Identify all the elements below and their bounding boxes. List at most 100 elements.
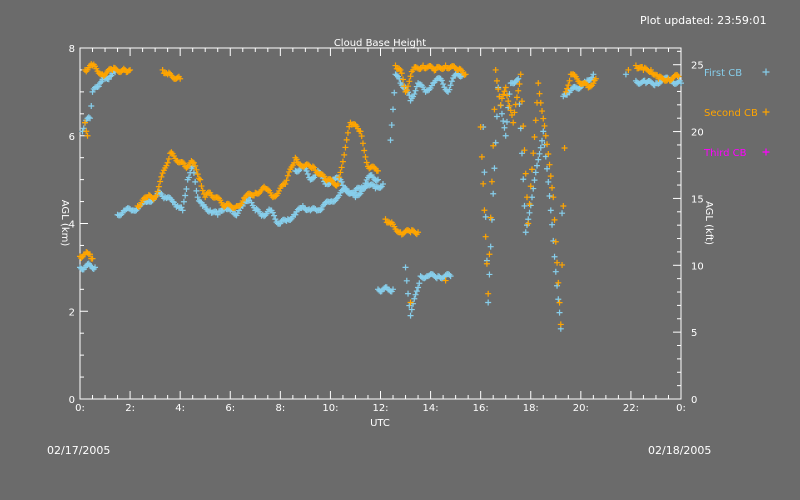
y-axis-label-left: AGL (km) — [59, 200, 70, 247]
data-point-first-cb-336 — [391, 89, 398, 96]
data-point-first-cb-92 — [179, 207, 186, 214]
data-point-second-cb-110 — [189, 159, 196, 166]
data-point-first-cb-467 — [527, 202, 534, 209]
data-point-second-cb-377 — [517, 71, 524, 78]
data-point-second-cb-391 — [535, 80, 542, 87]
data-point-second-cb-411 — [560, 203, 567, 210]
data-point-second-cb-120 — [202, 194, 209, 201]
data-point-second-cb-395 — [540, 115, 547, 122]
legend-marker-third-cb — [762, 148, 770, 156]
chart-title: Cloud Base Height — [334, 38, 426, 49]
data-point-second-cb-414 — [564, 85, 571, 92]
data-point-second-cb-347 — [480, 180, 487, 187]
data-point-second-cb-42 — [120, 65, 127, 72]
data-point-second-cb-116 — [197, 176, 204, 183]
data-point-second-cb-293 — [398, 70, 405, 77]
data-point-second-cb-292 — [397, 66, 404, 73]
data-point-second-cb-288 — [392, 62, 399, 69]
data-point-second-cb-438 — [625, 66, 632, 73]
data-point-second-cb-187 — [286, 168, 293, 175]
data-point-second-cb-246 — [359, 140, 366, 147]
data-point-first-cb-124 — [219, 207, 226, 214]
data-point-second-cb-111 — [190, 159, 197, 166]
data-point-second-cb-297 — [403, 87, 410, 94]
data-point-first-cb-34 — [105, 76, 112, 83]
data-point-first-cb-445 — [500, 118, 507, 125]
data-point-first-cb-335 — [390, 106, 397, 113]
data-point-second-cb-346 — [478, 153, 485, 160]
data-point-first-cb-84 — [169, 198, 176, 205]
data-point-second-cb-367 — [505, 98, 512, 105]
data-point-first-cb-475 — [537, 144, 544, 151]
data-point-first-cb-490 — [556, 309, 563, 316]
data-point-first-cb-472 — [534, 162, 541, 169]
y-axis-label-right: AGL (kft) — [703, 201, 714, 245]
data-point-first-cb-217 — [336, 192, 343, 199]
data-point-second-cb-408 — [556, 299, 563, 306]
y-right-tick-label: 20 — [691, 128, 704, 139]
data-point-second-cb-117 — [198, 183, 205, 190]
data-point-first-cb-353 — [412, 87, 419, 94]
data-point-second-cb-402 — [549, 184, 556, 191]
legend: First CB Second CB Third CB — [703, 68, 770, 159]
data-point-first-cb-340 — [396, 75, 403, 82]
end-date: 02/18/2005 — [648, 444, 712, 457]
plot-updated-timestamp: Plot updated: 23:59:01 — [640, 14, 767, 27]
y-right-tick-label: 5 — [691, 328, 697, 339]
data-point-second-cb-227 — [336, 174, 343, 181]
data-point-first-cb-454 — [511, 80, 518, 87]
data-point-first-cb-457 — [515, 75, 522, 82]
data-point-second-cb-398 — [544, 141, 551, 148]
data-point-second-cb-397 — [542, 132, 549, 139]
y-left-tick-label: 8 — [69, 44, 75, 55]
data-point-second-cb-86 — [159, 170, 166, 177]
data-point-second-cb-382 — [523, 194, 530, 201]
data-point-second-cb-193 — [293, 156, 300, 163]
x-tick-label: 16: — [473, 403, 489, 414]
data-point-first-cb-506 — [576, 85, 583, 92]
data-point-second-cb-373 — [512, 101, 519, 108]
data-point-second-cb-206 — [309, 163, 316, 170]
data-point-first-cb-400 — [412, 291, 419, 298]
data-point-second-cb-249 — [363, 159, 370, 166]
data-point-second-cb-358 — [493, 77, 500, 84]
data-point-first-cb-381 — [447, 82, 454, 89]
data-point-first-cb-263 — [304, 171, 311, 178]
data-point-first-cb-280 — [326, 181, 333, 188]
data-point-second-cb-406 — [554, 259, 561, 266]
data-point-second-cb-51 — [159, 66, 166, 73]
data-point-first-cb-399 — [411, 295, 418, 302]
data-point-second-cb-83 — [155, 183, 162, 190]
data-point-second-cb-401 — [547, 173, 554, 180]
data-point-second-cb-228 — [337, 169, 344, 176]
data-point-second-cb-359 — [495, 86, 502, 93]
data-point-second-cb-413 — [562, 88, 569, 95]
data-point-first-cb-486 — [551, 253, 558, 260]
x-tick-label: 10: — [322, 403, 338, 414]
data-point-second-cb-392 — [536, 90, 543, 97]
data-point-second-cb-294 — [400, 76, 407, 83]
data-point-first-cb-182 — [292, 211, 299, 218]
data-point-first-cb-474 — [536, 150, 543, 157]
data-point-second-cb-356 — [491, 106, 498, 113]
data-point-second-cb-300 — [407, 73, 414, 80]
data-point-second-cb-348 — [481, 207, 488, 214]
data-point-second-cb-357 — [492, 66, 499, 73]
data-point-second-cb-124 — [207, 189, 214, 196]
data-point-first-cb-392 — [402, 264, 409, 271]
data-point-second-cb-185 — [283, 177, 290, 184]
data-point-first-cb-348 — [406, 92, 413, 99]
data-point-second-cb-385 — [527, 183, 534, 190]
data-point-second-cb-258 — [374, 167, 381, 174]
data-point-first-cb-397 — [408, 306, 415, 313]
data-point-second-cb-191 — [291, 159, 298, 166]
data-point-first-cb-434 — [486, 271, 493, 278]
data-point-first-cb-482 — [546, 192, 553, 199]
data-point-second-cb-380 — [521, 147, 528, 154]
data-point-second-cb-234 — [344, 129, 351, 136]
y-left-tick-label: 4 — [69, 220, 75, 231]
data-point-second-cb-170 — [264, 186, 271, 193]
x-tick-label: 18: — [523, 403, 539, 414]
data-point-second-cb-84 — [157, 178, 164, 185]
data-point-second-cb-365 — [502, 84, 509, 91]
